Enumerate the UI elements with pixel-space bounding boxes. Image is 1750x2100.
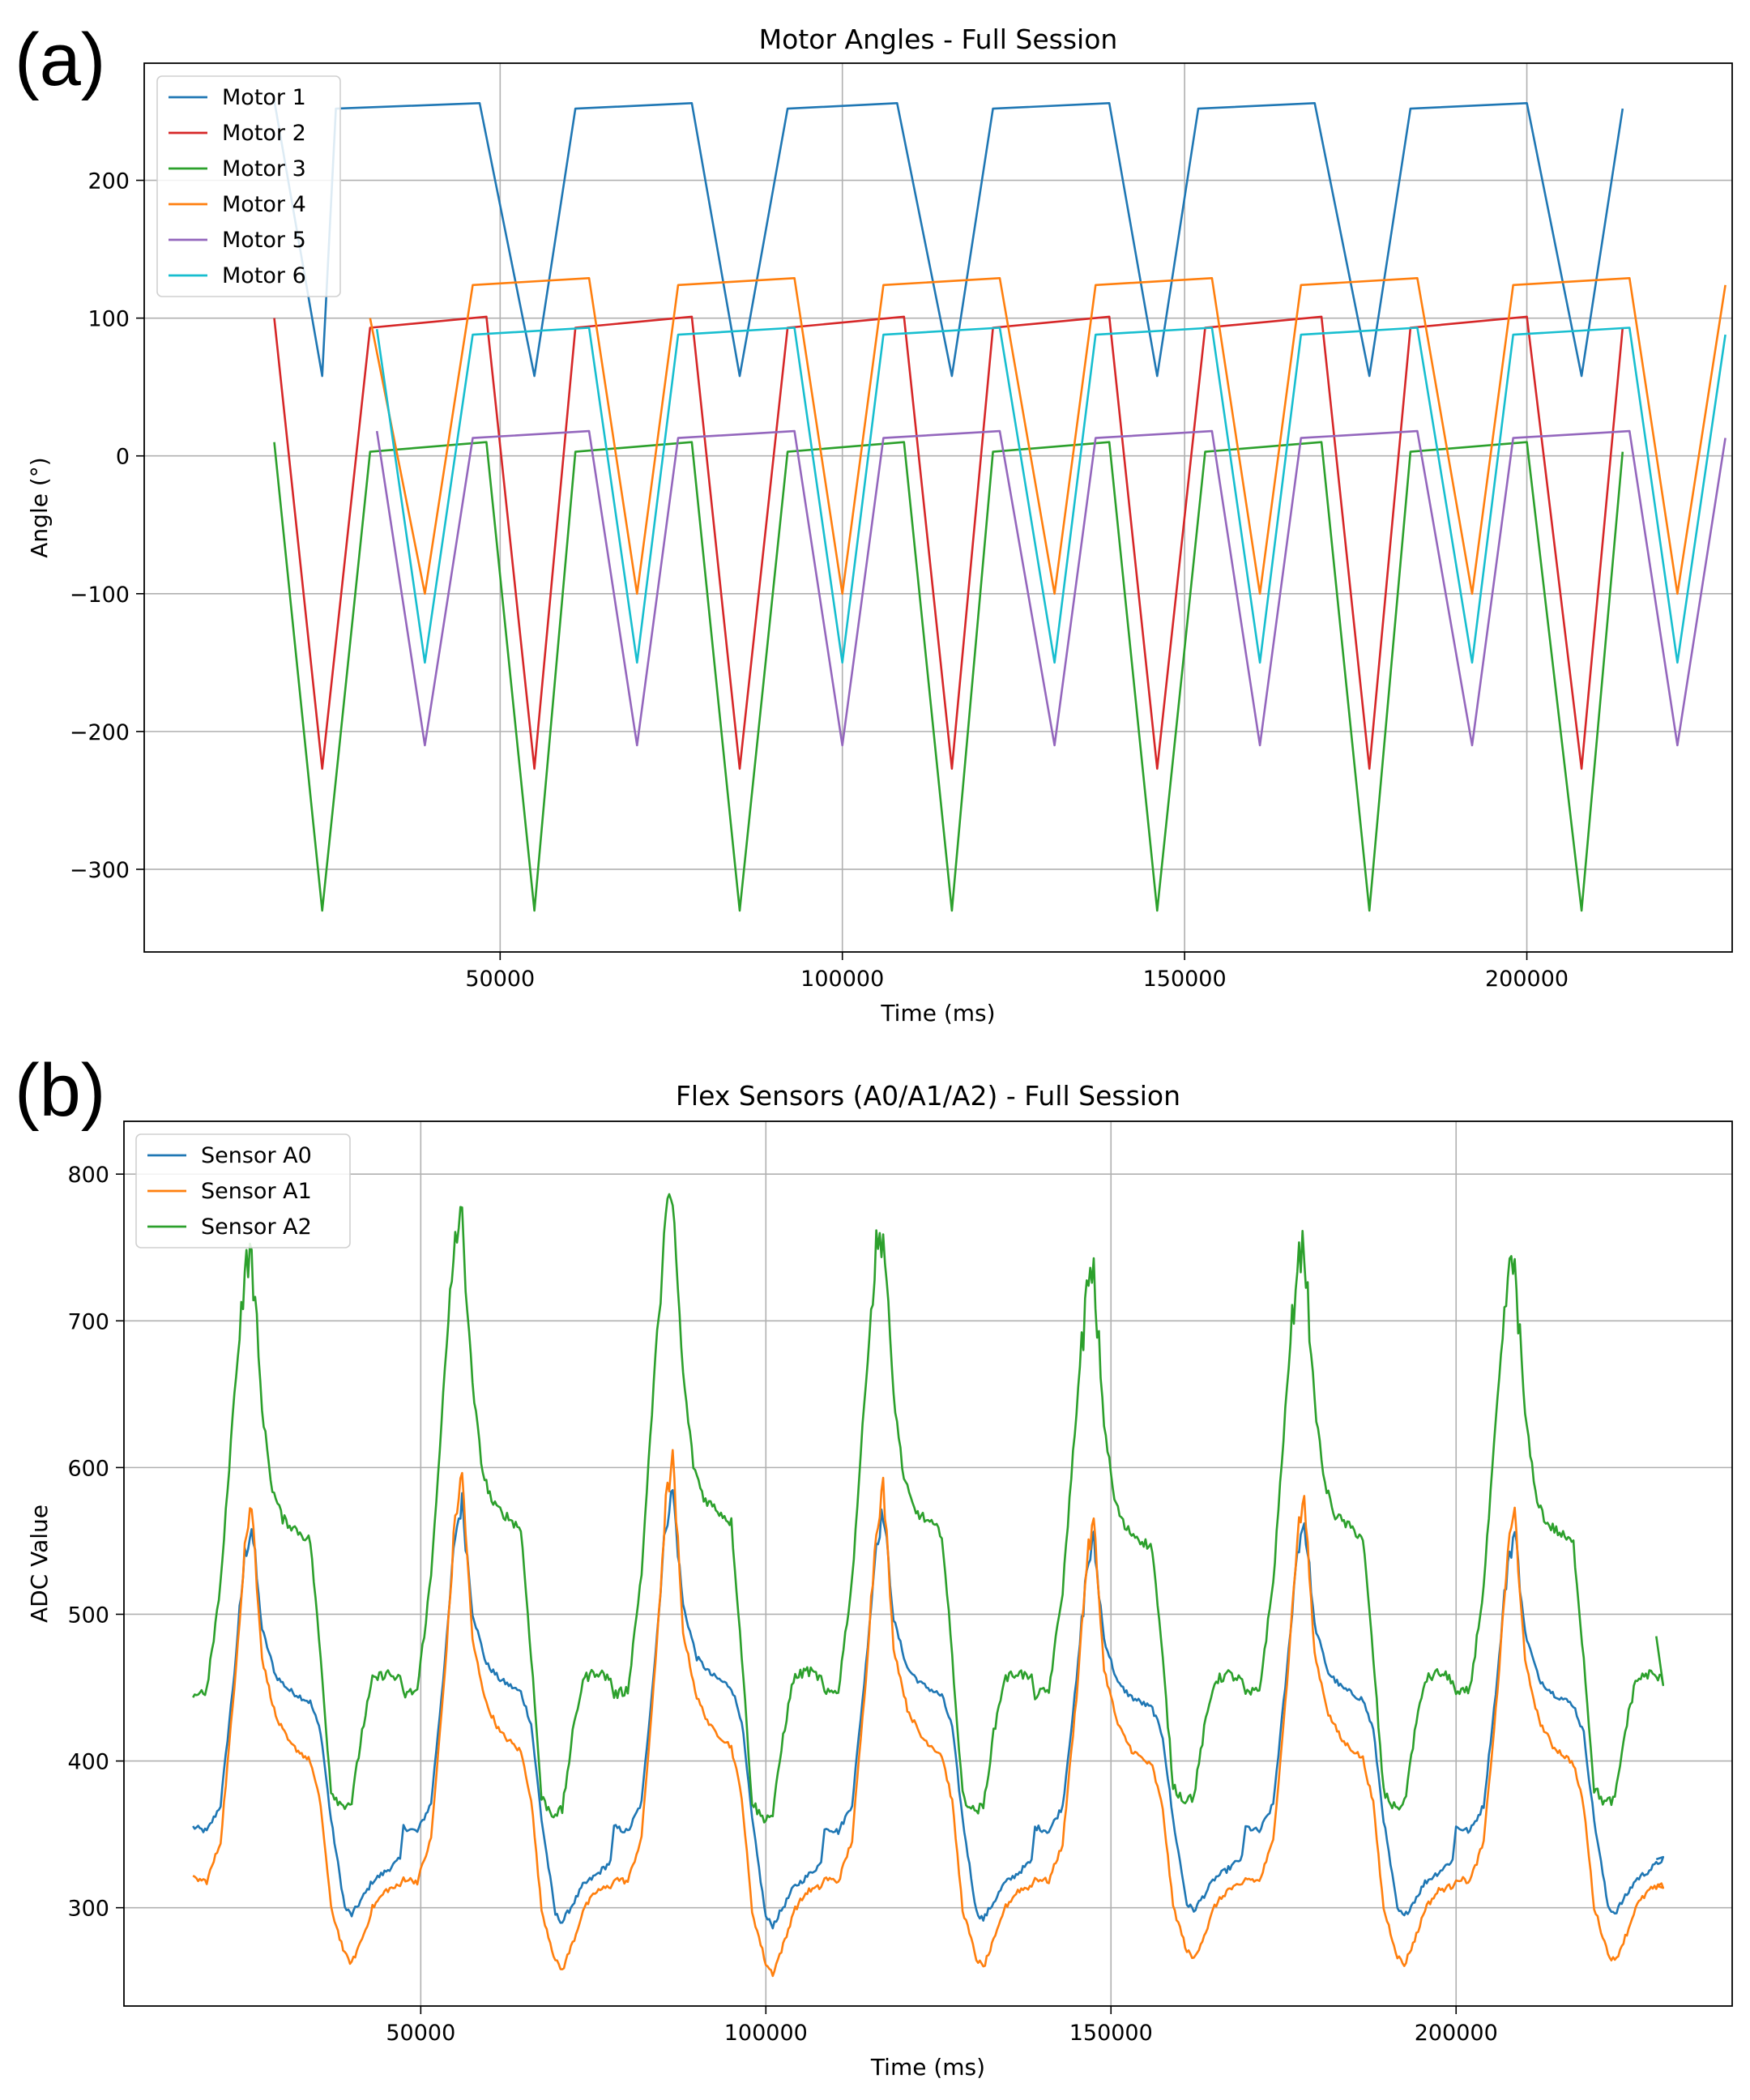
x-tick-label: 100000 [724, 2021, 808, 2046]
panel-label-b: (b) [15, 1049, 106, 1132]
legend-label: Motor 4 [222, 192, 306, 217]
legend-label: Motor 5 [222, 228, 306, 253]
y-tick-label: 300 [67, 1897, 109, 1922]
series-line-motor-3 [273, 441, 1624, 912]
x-tick-label: 200000 [1485, 967, 1569, 992]
axes-frame [143, 62, 1733, 953]
series-line-sensor-a2 [192, 1193, 1665, 1824]
y-tick-label: 600 [67, 1456, 109, 1481]
chart-title: Motor Angles - Full Session [759, 23, 1118, 55]
legend: Motor 1 Motor 2 Motor 3 Motor 4 Motor 5 Motor… [156, 75, 341, 297]
legend-label: Sensor A0 [201, 1143, 312, 1168]
chart-title: Flex Sensors (A0/A1/A2) - Full Session [676, 1080, 1180, 1112]
x-tick-label: 50000 [465, 967, 535, 992]
y-tick-label: 100 [88, 307, 130, 332]
x-tick-label: 50000 [386, 2021, 455, 2046]
legend-box [156, 75, 341, 297]
grid [124, 1121, 1732, 2006]
y-axis-label: Angle (°) [26, 457, 53, 557]
legend-label: Motor 1 [222, 85, 306, 110]
y-tick-label: 400 [67, 1750, 109, 1775]
x-axis-label: Time (ms) [870, 2054, 985, 2081]
plot-area [273, 100, 1727, 912]
series-line-motor-4 [369, 277, 1727, 595]
x-axis-label: Time (ms) [880, 1000, 995, 1027]
x-tick-label: 150000 [1143, 967, 1227, 992]
y-tick-label: 500 [67, 1603, 109, 1628]
y-tick-label: 200 [88, 169, 130, 194]
y-tick-label: −300 [70, 858, 130, 883]
axes-frame [123, 1120, 1733, 2007]
y-tick-label: −100 [70, 583, 130, 608]
plot-area [192, 1193, 1665, 1978]
series-line-motor-5 [375, 429, 1727, 747]
legend-label: Motor 6 [222, 263, 306, 288]
y-axis-label: ADC Value [26, 1505, 53, 1623]
legend-label: Sensor A1 [201, 1179, 312, 1204]
series-line-motor-6 [375, 327, 1727, 664]
series-line-sensor-a1 [192, 1449, 1665, 1978]
grid [144, 63, 1732, 952]
series-line-motor-1 [273, 100, 1624, 378]
y-tick-label: 700 [67, 1309, 109, 1334]
x-tick-label: 100000 [800, 967, 884, 992]
legend-label: Motor 3 [222, 156, 306, 181]
legend: Sensor A0 Sensor A1 Sensor A2 [135, 1133, 351, 1248]
y-tick-label: 0 [116, 445, 130, 470]
x-tick-label: 150000 [1069, 2021, 1153, 2046]
legend-box [135, 1133, 351, 1248]
series-line-motor-2 [273, 315, 1624, 770]
motor-angles-chart: 50000 100000 150000 200000 200 100 0 −100 −200 −3… [26, 23, 1733, 1027]
panel-label-a: (a) [15, 19, 106, 101]
legend-label: Motor 2 [222, 121, 306, 146]
flex-sensors-chart: 50000 100000 150000 200000 800 700 600 500 400 30… [26, 1080, 1733, 2081]
x-tick-label: 200000 [1415, 2021, 1498, 2046]
y-tick-label: 800 [67, 1163, 109, 1188]
legend-label: Sensor A2 [201, 1214, 312, 1240]
series-line-sensor-a0 [192, 1489, 1665, 1930]
y-tick-label: −200 [70, 720, 130, 745]
